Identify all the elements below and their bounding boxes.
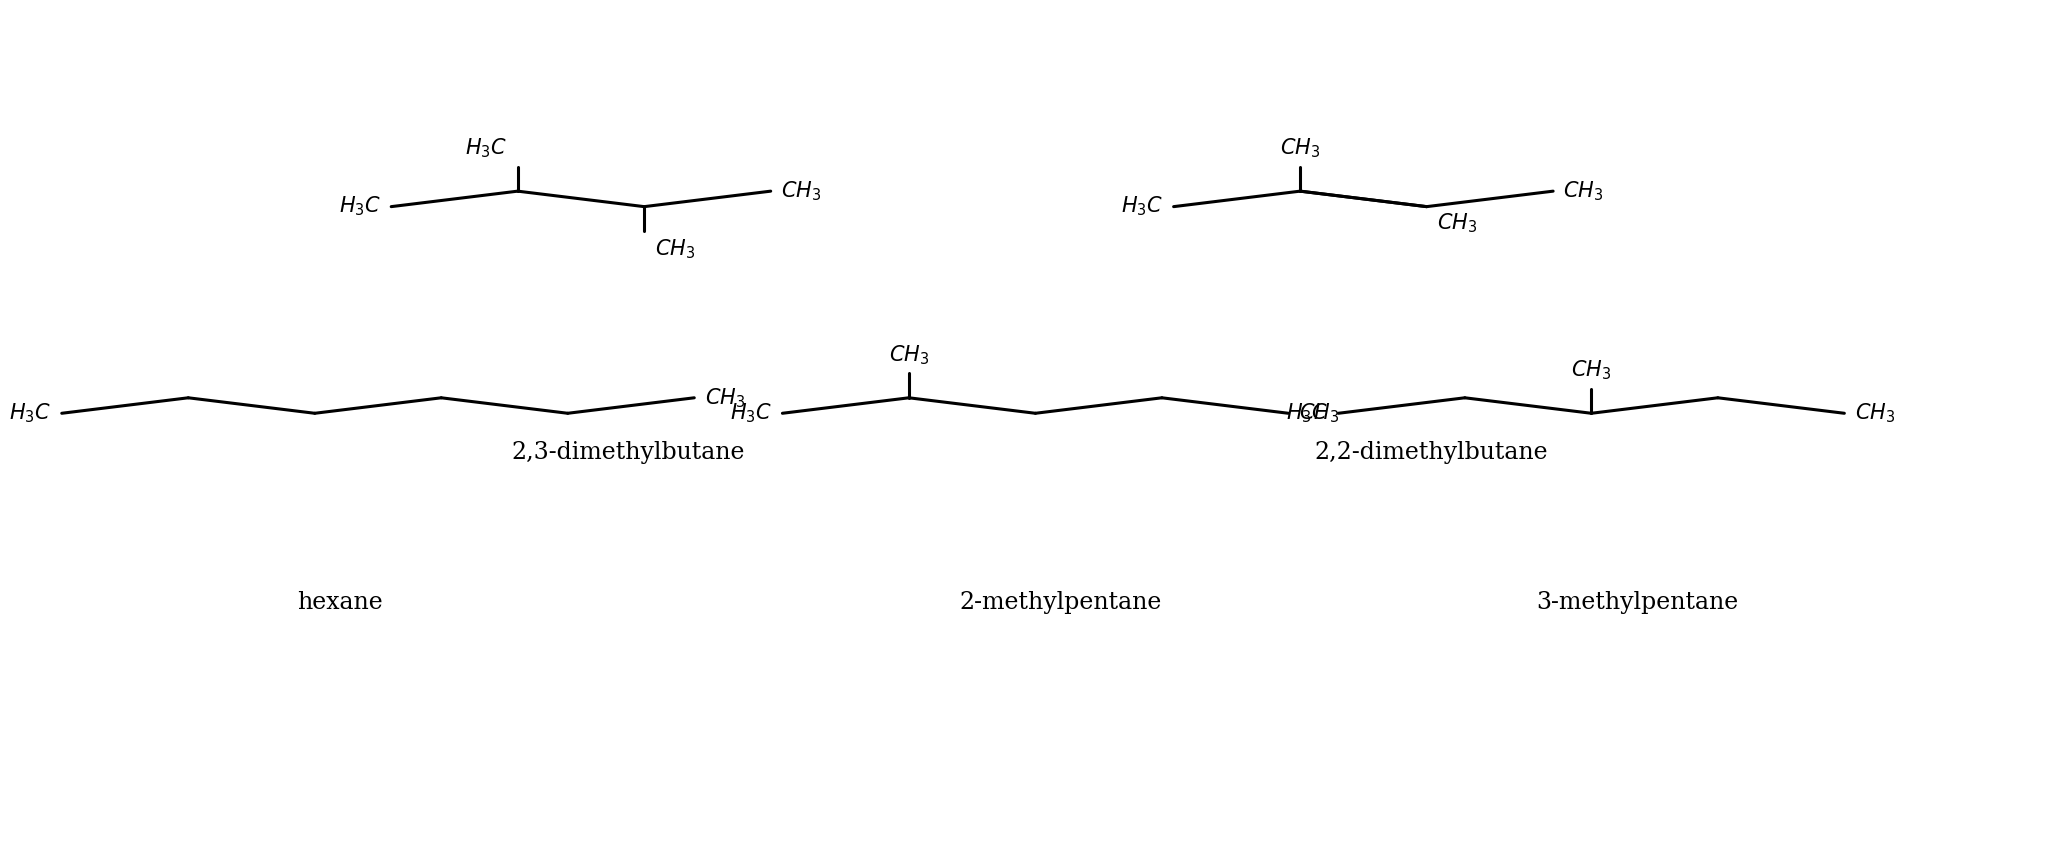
Text: $H_3C$: $H_3C$ [10, 401, 51, 425]
Text: 2,2-dimethylbutane: 2,2-dimethylbutane [1314, 441, 1548, 463]
Text: $H_3C$: $H_3C$ [340, 195, 381, 219]
Text: 2,3-dimethylbutane: 2,3-dimethylbutane [511, 441, 745, 463]
Text: 3-methylpentane: 3-methylpentane [1536, 592, 1738, 614]
Text: hexane: hexane [296, 592, 383, 614]
Text: $CH_3$: $CH_3$ [1299, 401, 1338, 425]
Text: $CH_3$: $CH_3$ [780, 179, 822, 203]
Text: $CH_3$: $CH_3$ [1437, 211, 1476, 234]
Text: $CH_3$: $CH_3$ [1281, 136, 1320, 160]
Text: $CH_3$: $CH_3$ [1563, 179, 1604, 203]
Text: $CH_3$: $CH_3$ [889, 343, 929, 367]
Text: $H_3C$: $H_3C$ [1287, 401, 1328, 425]
Text: $CH_3$: $CH_3$ [704, 386, 745, 410]
Text: $CH_3$: $CH_3$ [1855, 401, 1894, 425]
Text: 2-methylpentane: 2-methylpentane [959, 592, 1161, 614]
Text: $CH_3$: $CH_3$ [1571, 358, 1612, 382]
Text: $H_3C$: $H_3C$ [465, 136, 507, 160]
Text: $H_3C$: $H_3C$ [731, 401, 772, 425]
Text: $CH_3$: $CH_3$ [655, 238, 694, 262]
Text: $H_3C$: $H_3C$ [1122, 195, 1163, 219]
